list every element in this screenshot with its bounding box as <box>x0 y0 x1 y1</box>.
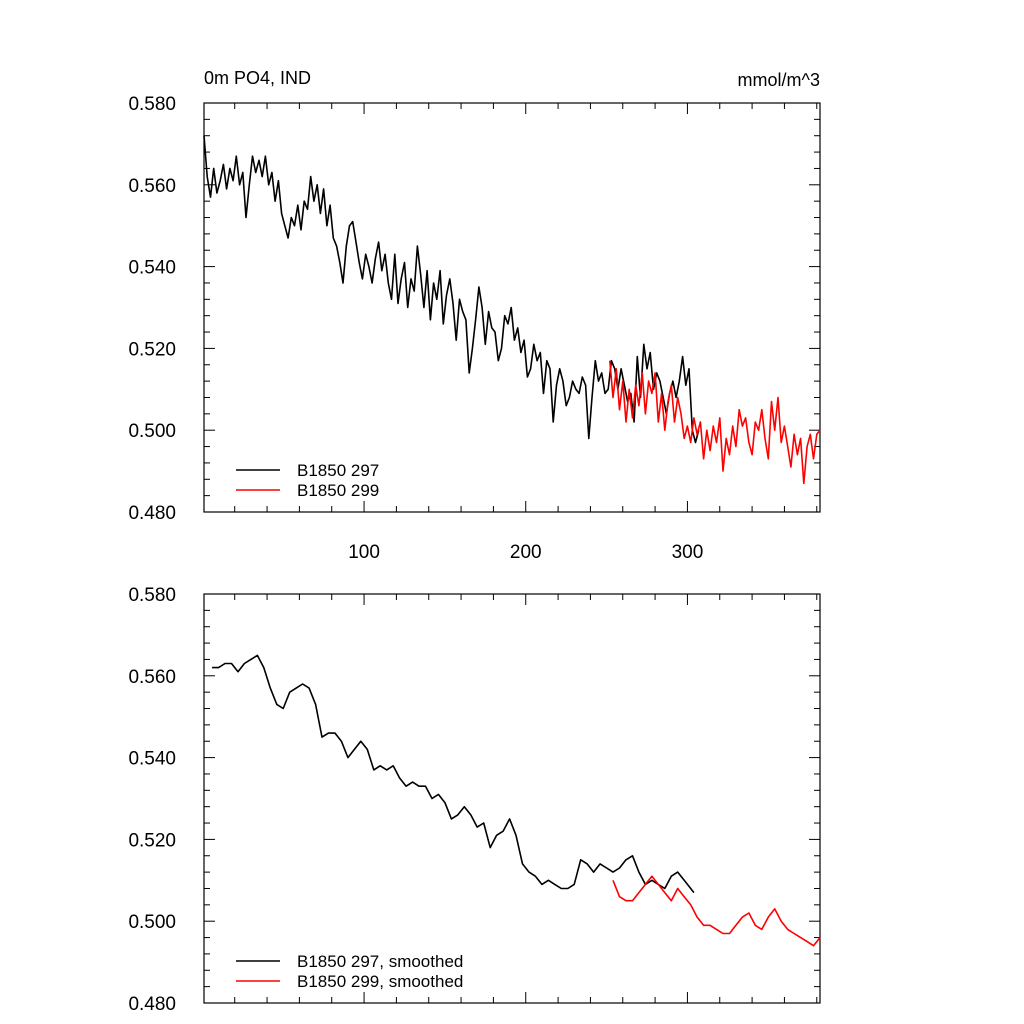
series-line <box>609 360 821 485</box>
plot-frame <box>203 593 821 1004</box>
series-line <box>612 875 821 947</box>
y-tick-labels: 0.480 0.500 0.520 0.540 0.560 0.580 <box>128 94 176 524</box>
x-tick-label: 300 <box>672 542 704 563</box>
y-tick-label: 0.580 <box>128 94 176 115</box>
y-tick-label: 0.500 <box>128 421 176 442</box>
series-lines <box>203 135 821 485</box>
y-tick-label: 0.540 <box>128 749 176 770</box>
legend-label: B1850 299 <box>297 481 379 500</box>
chart-title: 0m PO4, IND <box>204 68 311 88</box>
y-tick-label: 0.520 <box>128 830 176 851</box>
series-line <box>212 654 695 894</box>
bottom-panel: 0.480 0.500 0.520 0.540 0.560 0.580 B1850 297… <box>128 585 821 1015</box>
y-tick-label: 0.480 <box>128 994 176 1015</box>
y-tick-label: 0.500 <box>128 912 176 933</box>
y-tick-labels: 0.480 0.500 0.520 0.540 0.560 0.580 <box>128 585 176 1015</box>
y-tick-label: 0.560 <box>128 176 176 197</box>
y-tick-label: 0.480 <box>128 503 176 524</box>
legend-label: B1850 299, smoothed <box>297 972 463 991</box>
y-tick-label: 0.560 <box>128 667 176 688</box>
top-panel: 0m PO4, IND mmol/m^3 0.480 0.500 0.520 0.54… <box>128 68 821 563</box>
x-tick-labels: 100 200 300 <box>348 542 703 563</box>
y-tick-label: 0.540 <box>128 258 176 279</box>
x-tick-label: 100 <box>348 542 380 563</box>
legend-label: B1850 297 <box>297 461 379 480</box>
y-tick-label: 0.520 <box>128 339 176 360</box>
y-tick-label: 0.580 <box>128 585 176 606</box>
legend-label: B1850 297, smoothed <box>297 952 463 971</box>
units-label: mmol/m^3 <box>738 70 820 90</box>
x-tick-label: 200 <box>510 542 542 563</box>
tick-marks <box>204 593 820 1004</box>
plot-frame <box>203 102 821 513</box>
series-lines <box>212 654 821 947</box>
